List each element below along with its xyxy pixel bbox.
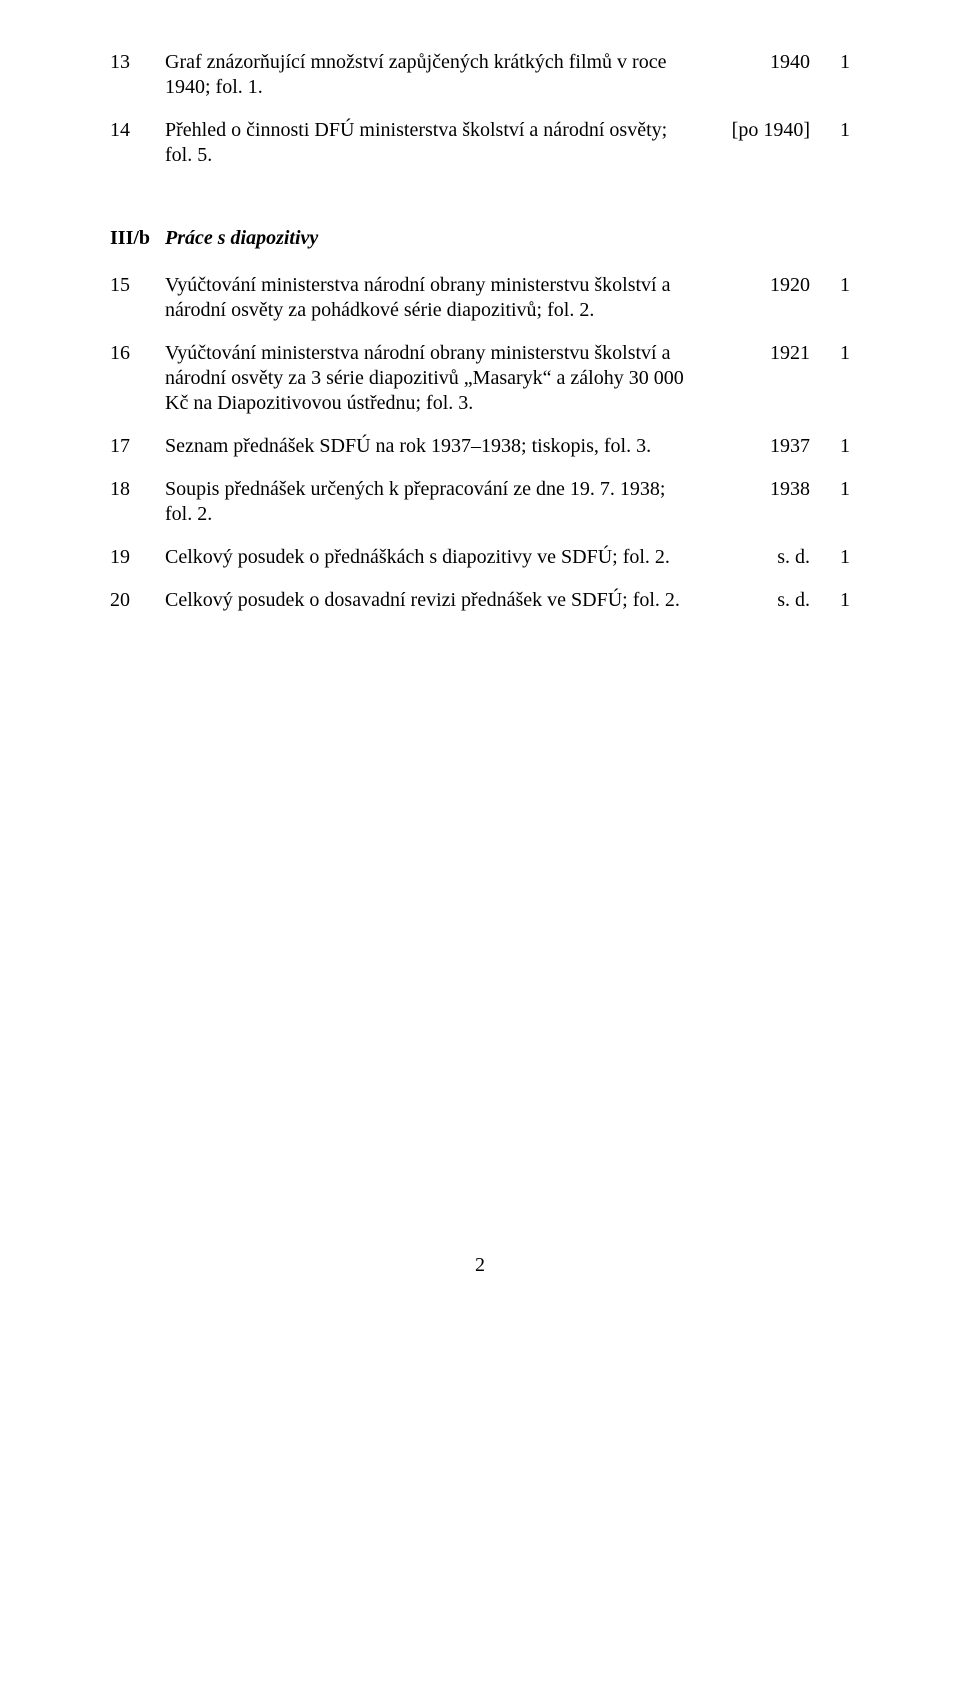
page-number: 2 bbox=[110, 1253, 850, 1278]
row-description: Graf znázorňující množství zapůjčených k… bbox=[165, 50, 710, 100]
row-description: Celkový posudek o přednáškách s diapozit… bbox=[165, 545, 710, 570]
row-description: Celkový posudek o dosavadní revizi předn… bbox=[165, 588, 710, 613]
table-row: 17 Seznam přednášek SDFÚ na rok 1937–193… bbox=[110, 434, 850, 459]
row-year: 1920 bbox=[710, 273, 810, 298]
row-number: 17 bbox=[110, 434, 165, 459]
row-number: 13 bbox=[110, 50, 165, 75]
row-year: s. d. bbox=[710, 545, 810, 570]
row-count: 1 bbox=[810, 477, 850, 502]
row-number: 15 bbox=[110, 273, 165, 298]
row-number: 16 bbox=[110, 341, 165, 366]
row-count: 1 bbox=[810, 273, 850, 298]
row-number: 19 bbox=[110, 545, 165, 570]
row-count: 1 bbox=[810, 545, 850, 570]
row-year: s. d. bbox=[710, 588, 810, 613]
table-row: 15 Vyúčtování ministerstva národní obran… bbox=[110, 273, 850, 323]
row-description: Přehled o činnosti DFÚ ministerstva škol… bbox=[165, 118, 710, 168]
section-heading: III/b Práce s diapozitivy bbox=[110, 226, 850, 251]
row-year: 1940 bbox=[710, 50, 810, 75]
row-count: 1 bbox=[810, 588, 850, 613]
row-number: 20 bbox=[110, 588, 165, 613]
row-count: 1 bbox=[810, 118, 850, 143]
row-description: Vyúčtování ministerstva národní obrany m… bbox=[165, 341, 710, 416]
row-year: 1937 bbox=[710, 434, 810, 459]
row-count: 1 bbox=[810, 341, 850, 366]
table-row: 16 Vyúčtování ministerstva národní obran… bbox=[110, 341, 850, 416]
row-number: 18 bbox=[110, 477, 165, 502]
row-description: Vyúčtování ministerstva národní obrany m… bbox=[165, 273, 710, 323]
row-year: [po 1940] bbox=[710, 118, 810, 143]
table-row: 13 Graf znázorňující množství zapůjčenýc… bbox=[110, 50, 850, 100]
row-count: 1 bbox=[810, 50, 850, 75]
table-row: 19 Celkový posudek o přednáškách s diapo… bbox=[110, 545, 850, 570]
row-description: Seznam přednášek SDFÚ na rok 1937–1938; … bbox=[165, 434, 710, 459]
row-description: Soupis přednášek určených k přepracování… bbox=[165, 477, 710, 527]
row-number: 14 bbox=[110, 118, 165, 143]
table-row: 18 Soupis přednášek určených k přepracov… bbox=[110, 477, 850, 527]
row-count: 1 bbox=[810, 434, 850, 459]
section-title: Práce s diapozitivy bbox=[165, 226, 318, 251]
row-year: 1938 bbox=[710, 477, 810, 502]
row-year: 1921 bbox=[710, 341, 810, 366]
section-code: III/b bbox=[110, 226, 165, 251]
table-row: 20 Celkový posudek o dosavadní revizi př… bbox=[110, 588, 850, 613]
table-row: 14 Přehled o činnosti DFÚ ministerstva š… bbox=[110, 118, 850, 168]
